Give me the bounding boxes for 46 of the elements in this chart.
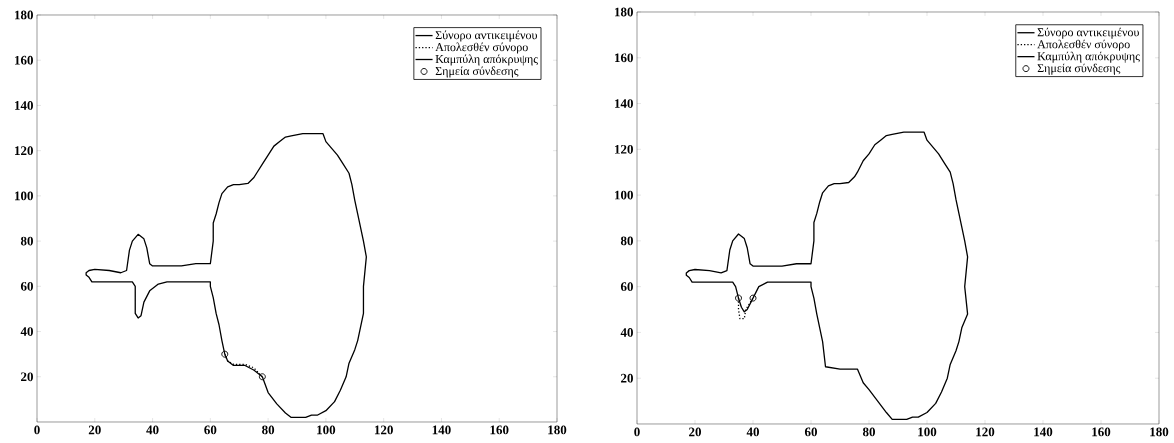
y-tick-label: 80 (20, 236, 33, 246)
x-tick-label: 0 (34, 425, 40, 435)
x-tick-label: 180 (1150, 427, 1169, 437)
x-tick-label: 100 (317, 425, 336, 435)
x-tick-label: 80 (262, 425, 275, 435)
legend-label: Καμπύλη απόκρυψης (1037, 51, 1140, 63)
y-tick-label: 160 (615, 53, 633, 63)
legend-label: Καμπύλη απόκρυψης (435, 54, 538, 66)
x-tick-label: 40 (746, 427, 760, 437)
legend-label: Απολεσθέν σύνορο (435, 42, 528, 54)
y-tick-label: 160 (15, 55, 33, 65)
y-tick-label: 180 (15, 10, 33, 20)
x-tick-label: 180 (548, 425, 567, 435)
legend-label: Σημεία σύνδεσης (1037, 63, 1121, 75)
x-tick-label: 60 (804, 427, 818, 437)
x-tick-label: 100 (918, 427, 937, 437)
y-tick-label: 180 (615, 7, 633, 17)
x-tick-label: 40 (146, 425, 159, 435)
x-tick-label: 80 (862, 427, 876, 437)
x-tick-label: 20 (88, 425, 101, 435)
y-tick-label: 140 (615, 99, 633, 108)
y-tick-label: 140 (15, 101, 33, 110)
y-tick-label: 80 (620, 236, 633, 246)
y-tick-label: 100 (15, 191, 33, 201)
y-tick-label: 40 (20, 327, 33, 336)
x-tick-label: 160 (490, 425, 509, 435)
y-tick-label: 20 (21, 372, 33, 382)
y-tick-label: 120 (615, 144, 633, 154)
y-tick-label: 120 (15, 146, 33, 156)
y-tick-label: 60 (20, 281, 33, 291)
x-tick-label: 20 (689, 427, 702, 437)
x-tick-label: 140 (1034, 427, 1053, 437)
y-tick-label: 100 (615, 190, 633, 200)
legend-label: Σημεία σύνδεσης (435, 66, 519, 78)
x-tick-label: 160 (1092, 427, 1111, 437)
y-tick-label: 60 (620, 282, 633, 292)
legend-label: Απολεσθέν σύνορο (1037, 39, 1130, 51)
x-tick-label: 140 (432, 425, 451, 435)
x-tick-label: 60 (204, 425, 217, 435)
x-tick-label: 120 (976, 427, 995, 437)
legend-label: Σύνορο αντικειμένου (435, 30, 537, 42)
x-tick-label: 120 (374, 425, 393, 435)
y-tick-label: 40 (620, 328, 633, 337)
legend-label: Σύνορο αντικειμένου (1037, 27, 1139, 39)
y-tick-label: 20 (621, 373, 633, 383)
x-tick-label: 0 (634, 427, 640, 437)
